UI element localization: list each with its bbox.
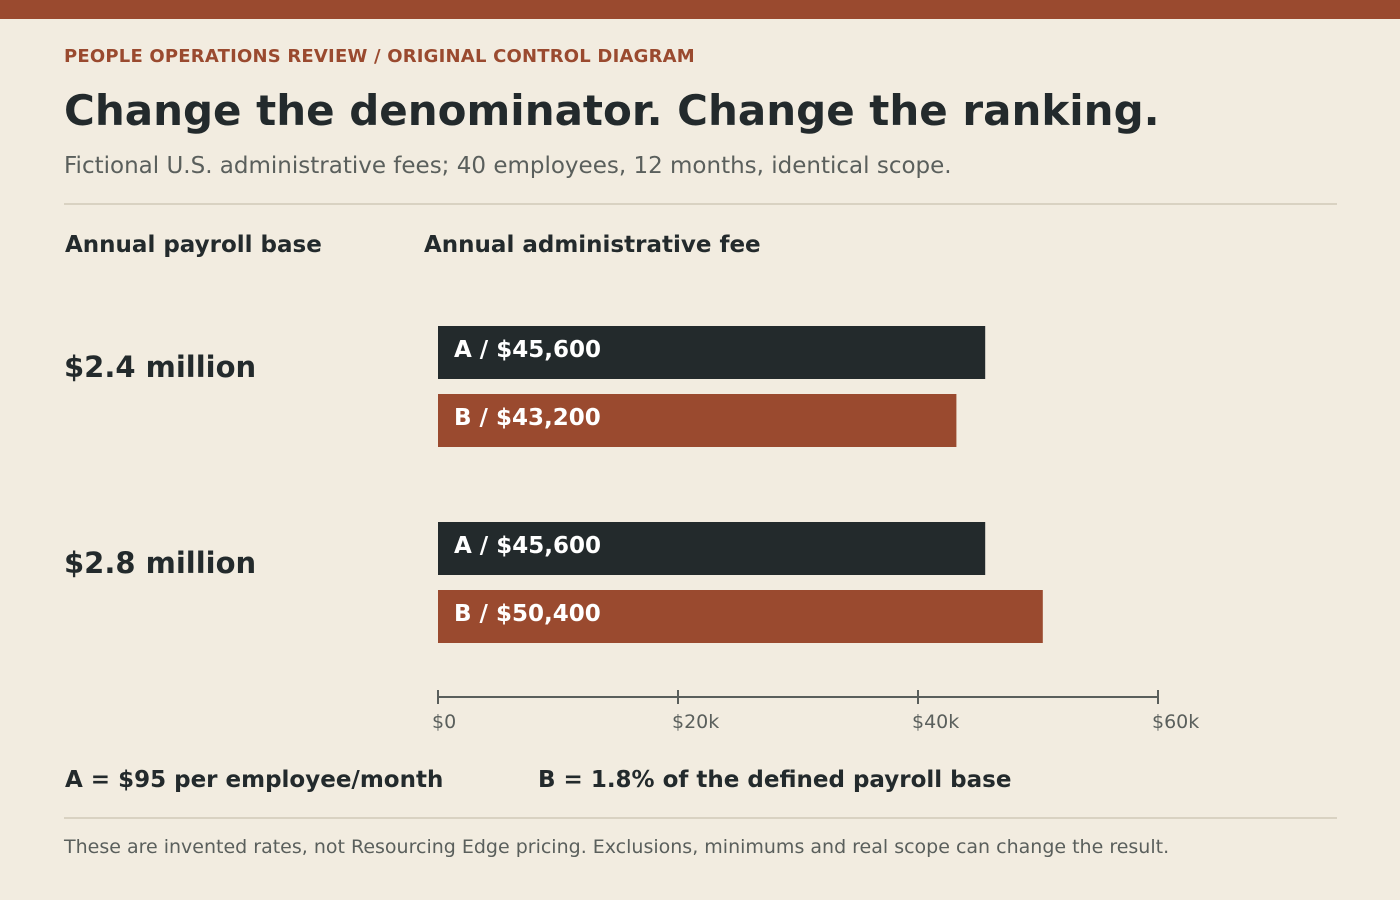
chart-subtitle: Fictional U.S. administrative fees; 40 e… bbox=[64, 153, 952, 179]
legend-series-a: A = $95 per employee/month bbox=[65, 767, 444, 793]
bar-b-0 bbox=[438, 394, 957, 447]
column-header-payroll-base: Annual payroll base bbox=[65, 232, 322, 258]
bar-label-b-1: B / $50,400 bbox=[454, 601, 601, 627]
x-tick-label-3: $60k bbox=[1152, 711, 1199, 733]
bar-a-0 bbox=[438, 326, 986, 379]
x-tick-label-1: $20k bbox=[672, 711, 719, 733]
bar-a-1 bbox=[438, 522, 986, 575]
kicker: PEOPLE OPERATIONS REVIEW / ORIGINAL CONT… bbox=[64, 46, 695, 67]
divider-bottom bbox=[64, 817, 1337, 819]
x-tick-label-2: $40k bbox=[912, 711, 959, 733]
group-label-2-4-million: $2.4 million bbox=[64, 350, 257, 384]
divider-top bbox=[64, 203, 1337, 205]
bar-label-a-0: A / $45,600 bbox=[454, 337, 601, 363]
chart-title: Change the denominator. Change the ranki… bbox=[64, 86, 1160, 135]
bar-label-a-1: A / $45,600 bbox=[454, 533, 601, 559]
legend-series-b: B = 1.8% of the defined payroll base bbox=[538, 767, 1012, 793]
x-tick-label-0: $0 bbox=[432, 711, 456, 733]
top-accent-bar bbox=[0, 0, 1400, 19]
bar-label-b-0: B / $43,200 bbox=[454, 405, 601, 431]
column-header-admin-fee: Annual administrative fee bbox=[424, 232, 761, 258]
bar-b-1 bbox=[438, 590, 1043, 643]
group-label-2-8-million: $2.8 million bbox=[64, 546, 257, 580]
footnote: These are invented rates, not Resourcing… bbox=[64, 836, 1170, 858]
